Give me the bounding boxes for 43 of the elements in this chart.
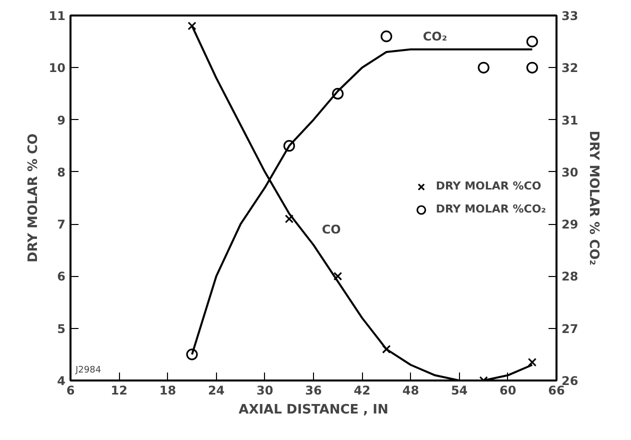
x-tick-label: 48 (402, 384, 420, 398)
point (188, 22, 196, 30)
y2-tick-label: 27 (562, 322, 578, 336)
x-tick-label: 60 (500, 384, 516, 398)
y2-tick-label: 28 (562, 270, 578, 284)
y-tick-label: 10 (48, 61, 66, 76)
y-tick-label: 7 (57, 218, 66, 232)
x-tick-label: 30 (256, 384, 274, 398)
y2-tick-label: 31 (562, 113, 578, 128)
point (382, 344, 391, 354)
y-tick-label: 9 (57, 113, 66, 128)
x-tick-label: 54 (450, 384, 468, 398)
annotation: CO₂ (422, 29, 448, 44)
point (526, 62, 538, 74)
y-tick-label: 11 (48, 9, 66, 23)
y2-tick-label: 30 (562, 165, 578, 180)
x-tick-label: 42 (354, 384, 370, 398)
x-tick-label: 24 (208, 384, 225, 398)
y2-tick-label: 32 (562, 61, 578, 76)
point (284, 214, 294, 224)
y2-tick-label: 29 (562, 218, 578, 232)
y-tick-label: 4 (57, 374, 66, 388)
point (380, 30, 392, 42)
point (333, 272, 342, 281)
legend-label: DRY MOLAR %CO (436, 180, 542, 192)
y-tick-label: 6 (57, 270, 66, 284)
x-tick-label: 18 (159, 384, 176, 398)
x-tick-label: 12 (110, 384, 128, 398)
y-tick-label: 8 (57, 165, 66, 180)
y2-axis-title: DRY MOLAR % CO₂ (586, 130, 602, 266)
point (528, 358, 537, 367)
annotation: CO (322, 222, 341, 236)
y2-tick-label: 33 (562, 9, 578, 23)
y-axis-title: DRY MOLAR % CO (26, 133, 41, 263)
legend-label: DRY MOLAR %CO₂ (436, 202, 546, 216)
x-tick-label: 36 (305, 384, 322, 398)
x-tick-label: 6 (66, 384, 75, 398)
point (526, 36, 538, 48)
annotation: J2984 (74, 366, 102, 376)
x-tick-label: 66 (548, 384, 565, 398)
point (478, 62, 490, 74)
x-axis-title: AXIAL DISTANCE , IN (238, 402, 388, 418)
y-tick-label: 5 (57, 322, 66, 336)
